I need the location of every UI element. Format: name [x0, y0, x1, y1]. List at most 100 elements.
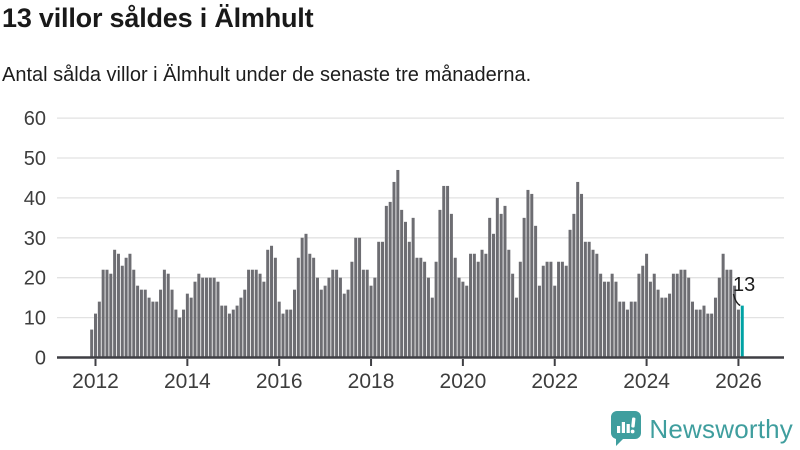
bar	[342, 293, 346, 358]
bar	[691, 301, 695, 358]
bar	[204, 277, 208, 358]
bar	[549, 261, 553, 358]
bar	[633, 301, 637, 358]
bar	[530, 193, 534, 358]
bar	[170, 289, 174, 358]
bar	[388, 201, 392, 358]
bar	[377, 241, 381, 358]
bar	[182, 309, 186, 358]
y-tick-label: 0	[35, 348, 46, 370]
bar	[426, 277, 430, 358]
brand-name: Newsworthy	[649, 413, 793, 444]
bar	[403, 221, 407, 358]
bar	[350, 261, 354, 358]
bar	[514, 297, 518, 358]
y-tick-label: 50	[24, 148, 46, 170]
bar	[553, 285, 557, 358]
bar	[725, 269, 729, 358]
x-tick-label: 2018	[348, 370, 395, 393]
bar	[702, 305, 706, 358]
bar	[591, 249, 595, 358]
bar	[235, 305, 239, 358]
bar	[319, 289, 323, 358]
bar	[247, 269, 251, 358]
bar	[480, 249, 484, 358]
bar	[193, 281, 197, 358]
bar	[201, 277, 205, 358]
bar	[526, 189, 530, 358]
bar	[227, 313, 231, 358]
newsworthy-logo-icon	[611, 411, 642, 446]
bar	[706, 313, 710, 358]
bar	[143, 289, 147, 358]
bar	[101, 269, 105, 358]
bar	[392, 181, 396, 358]
bar	[166, 273, 170, 358]
y-tick-label: 40	[24, 188, 46, 210]
bar	[664, 297, 668, 358]
bar	[346, 289, 350, 358]
bar	[713, 297, 717, 358]
bar	[212, 277, 216, 358]
bar	[266, 249, 270, 358]
bar	[522, 217, 526, 358]
bar	[518, 261, 522, 358]
bar	[185, 293, 189, 358]
bar	[469, 253, 473, 358]
bar	[415, 257, 419, 358]
bar	[545, 261, 549, 358]
bar	[273, 257, 277, 358]
bar	[679, 269, 683, 358]
x-tick-label: 2012	[72, 370, 119, 393]
bar	[537, 285, 541, 358]
bar	[449, 213, 453, 358]
bar	[614, 281, 618, 358]
bar	[568, 229, 572, 358]
bar	[599, 273, 603, 358]
bar	[250, 269, 254, 358]
bar	[407, 241, 411, 358]
page-title: 13 villor såldes i Älmhult	[2, 3, 314, 33]
highlight-value-label: 13	[733, 274, 755, 296]
bar	[434, 261, 438, 358]
bar	[457, 277, 461, 358]
bar	[507, 249, 511, 358]
bar	[105, 269, 109, 358]
bar	[308, 253, 312, 358]
bar	[602, 281, 606, 358]
bar	[618, 301, 622, 358]
bar	[113, 249, 117, 358]
bar	[419, 257, 423, 358]
bar	[162, 269, 166, 358]
bar	[694, 309, 698, 358]
bar	[576, 181, 580, 358]
bar	[511, 273, 515, 358]
bar	[423, 261, 427, 358]
bar	[476, 261, 480, 358]
bar	[622, 301, 626, 358]
bar	[277, 301, 281, 358]
bar	[606, 281, 610, 358]
bar	[178, 317, 182, 358]
bar	[652, 273, 656, 358]
bar	[660, 297, 664, 358]
bar	[335, 269, 339, 358]
bar	[461, 281, 465, 358]
bar	[595, 253, 599, 358]
bar	[369, 285, 373, 358]
bar	[270, 245, 274, 358]
x-tick-label: 2024	[623, 370, 670, 393]
bar	[293, 289, 296, 358]
bar	[120, 265, 124, 358]
bar	[488, 217, 492, 358]
bar	[564, 265, 568, 358]
bar	[323, 285, 327, 358]
bar	[411, 217, 415, 358]
bar	[717, 277, 721, 358]
bar	[216, 281, 220, 358]
bar	[733, 285, 737, 358]
bar	[239, 297, 243, 358]
bar	[128, 253, 132, 358]
bar	[557, 261, 561, 358]
